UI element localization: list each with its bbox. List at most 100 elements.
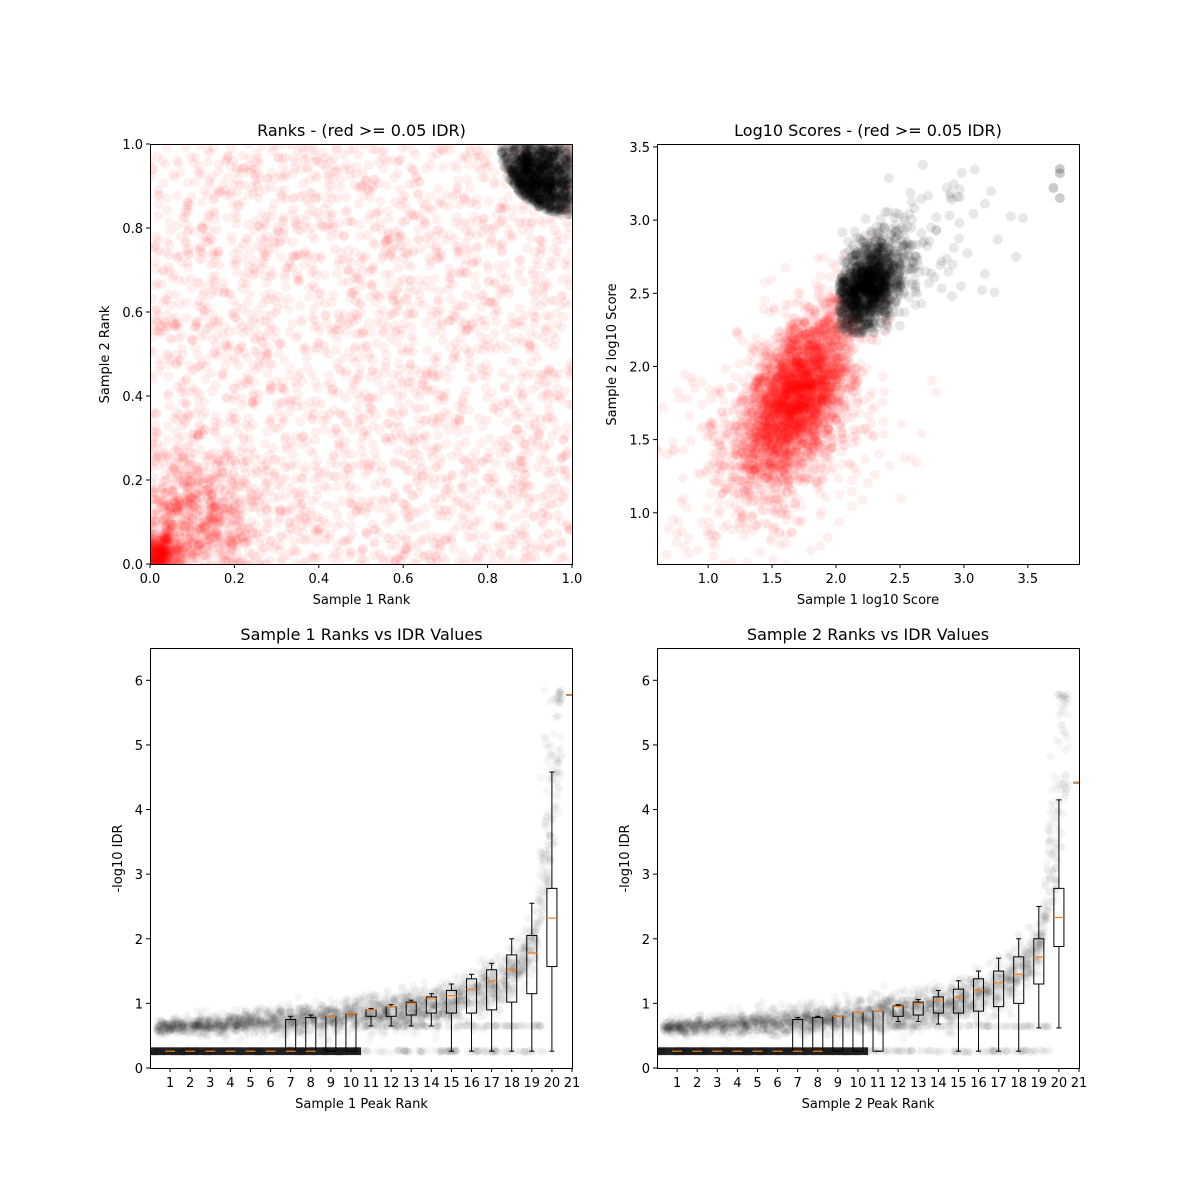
scatter-point <box>399 216 410 227</box>
scatter-point <box>291 220 302 231</box>
scatter-point <box>405 358 416 369</box>
scatter-point <box>297 473 308 484</box>
scatter-point <box>318 409 329 420</box>
scatter-point <box>293 371 304 382</box>
scatter-point <box>281 441 291 452</box>
scatter-point <box>183 243 193 254</box>
scatter-point <box>538 332 549 343</box>
scatter-point <box>200 374 211 385</box>
scatter-point <box>456 510 467 521</box>
scatter-point <box>256 263 267 274</box>
data-points <box>150 144 572 564</box>
scatter-point <box>226 477 237 487</box>
scatter-point <box>552 528 563 539</box>
scatter-point <box>335 182 346 193</box>
scatter-point <box>437 228 448 239</box>
scatter-point <box>210 379 221 390</box>
scatter-point <box>264 359 275 369</box>
scatter-point <box>288 249 299 260</box>
scatter-point <box>244 422 255 433</box>
scatter-point <box>348 287 359 298</box>
scatter-point <box>481 453 492 464</box>
scatter-point <box>171 251 182 262</box>
scatter-point <box>503 442 514 453</box>
scatter-point <box>547 261 558 272</box>
scatter-point <box>304 534 315 545</box>
scatter-point <box>286 459 297 470</box>
scatter-point <box>559 180 570 191</box>
scatter-point <box>452 162 463 173</box>
scatter-point <box>516 482 526 493</box>
scatter-point <box>543 170 554 181</box>
scatter-point <box>258 359 269 369</box>
scatter-point <box>469 292 480 303</box>
scatter-point <box>295 416 306 427</box>
scatter-point <box>526 481 537 492</box>
scatter-point <box>401 249 412 260</box>
scatter-point <box>221 154 232 165</box>
scatter-point <box>374 292 385 303</box>
scatter-point <box>390 254 400 265</box>
scatter-point <box>446 451 457 462</box>
scatter-point <box>557 235 568 246</box>
scatter-point <box>187 479 198 490</box>
scatter-point <box>503 499 514 510</box>
scatter-point <box>421 275 432 286</box>
scatter-point <box>225 288 235 299</box>
scatter-point <box>507 540 518 551</box>
scatter-point <box>563 151 572 162</box>
scatter-point <box>175 231 186 242</box>
scatter-point <box>181 399 192 410</box>
scatter-point <box>231 218 242 229</box>
scatter-point <box>368 420 379 431</box>
scatter-point <box>431 462 442 473</box>
scatter-point <box>193 296 204 307</box>
scatter-point <box>410 285 421 296</box>
scatter-point <box>557 451 568 462</box>
scatter-point <box>227 516 238 527</box>
scatter-point <box>517 429 528 440</box>
scatter-point <box>334 324 345 335</box>
scatter-point <box>514 462 525 473</box>
scatter-point <box>344 469 355 480</box>
scatter-point <box>383 311 394 322</box>
scatter-point <box>262 427 272 438</box>
scatter-point <box>504 461 515 472</box>
scatter-point <box>228 383 238 394</box>
scatter-point <box>458 499 469 509</box>
scatter-point <box>275 540 286 551</box>
scatter-point <box>493 260 504 271</box>
scatter-point <box>260 310 271 321</box>
scatter-point <box>348 144 359 154</box>
scatter-point <box>246 164 257 175</box>
scatter-point <box>236 342 247 353</box>
scatter-point <box>429 551 440 562</box>
scatter-point <box>448 353 459 364</box>
scatter-point <box>413 188 424 199</box>
scatter-point <box>322 482 333 493</box>
scatter-point <box>253 172 264 183</box>
scatter-point <box>494 540 505 551</box>
scatter-point <box>332 192 343 203</box>
scatter-point <box>335 409 346 420</box>
scatter-point <box>296 520 307 531</box>
scatter-point <box>410 403 421 414</box>
scatter-point <box>280 281 291 292</box>
scatter-point <box>479 158 490 168</box>
scatter-point <box>218 367 229 378</box>
scatter-point <box>387 384 398 395</box>
scatter-point <box>206 503 217 513</box>
scatter-point <box>393 241 404 252</box>
scatter-point <box>295 433 306 444</box>
scatter-point <box>503 191 513 202</box>
scatter-point <box>155 321 166 332</box>
scatter-point <box>298 430 309 441</box>
scatter-point <box>394 399 405 410</box>
scatter-point <box>341 205 352 216</box>
scatter-point <box>227 470 237 480</box>
scatter-point <box>318 515 329 526</box>
scatter-point <box>383 418 393 429</box>
scatter-point <box>195 332 206 343</box>
scatter-point <box>522 243 533 254</box>
scatter-point <box>481 415 492 425</box>
